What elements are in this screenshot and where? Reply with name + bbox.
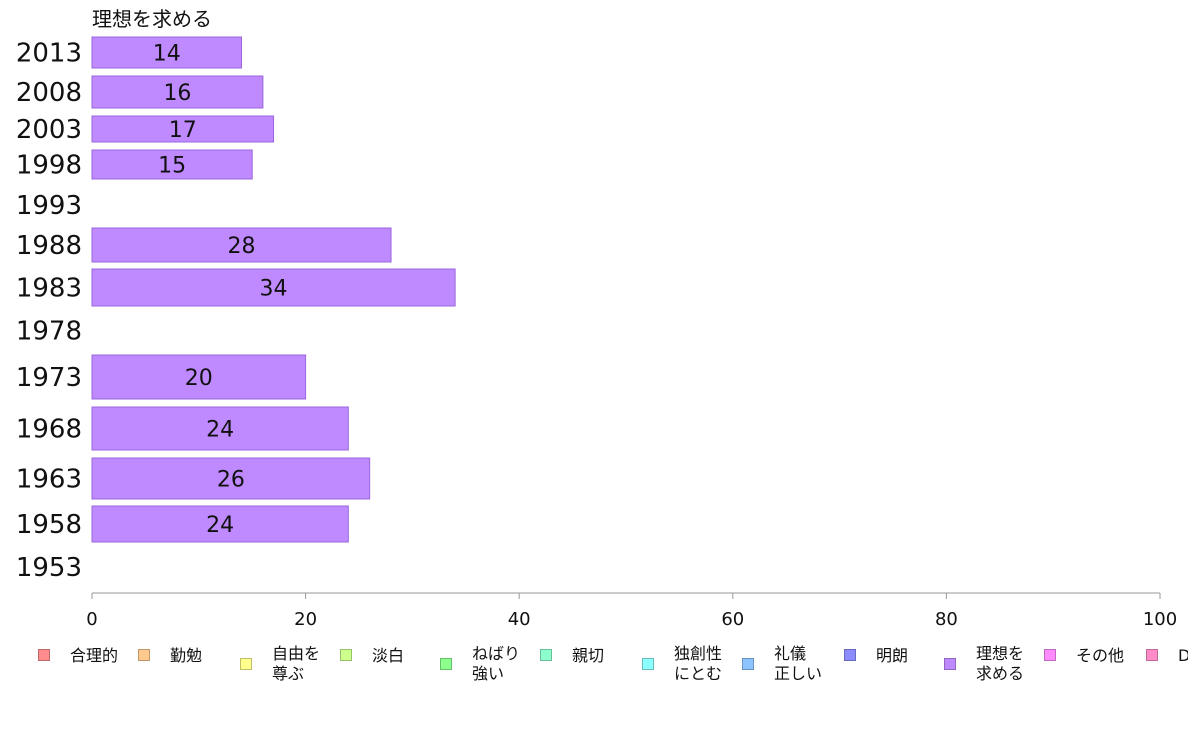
year-label: 2003	[16, 115, 82, 145]
legend-item: 合理的	[38, 644, 118, 666]
x-axis: 0 20 40 60 80 100	[86, 592, 1177, 630]
year-label: 1983	[16, 274, 82, 304]
bar-data-label: 16	[163, 81, 191, 106]
legend-label: 明朗	[876, 646, 909, 665]
bar-data-label: 24	[206, 418, 234, 443]
bar-data-label: 14	[153, 42, 181, 67]
legend-swatch	[440, 658, 452, 670]
legend-item: その他	[1044, 644, 1124, 666]
legend-swatch	[742, 658, 754, 670]
bar	[91, 354, 307, 400]
year-label: 1998	[16, 151, 82, 181]
legend-swatch	[138, 649, 150, 661]
bar	[91, 406, 349, 451]
legend-swatch	[1044, 649, 1056, 661]
legend-swatch	[944, 658, 956, 670]
legend-item: 自由を 尊ぶ	[240, 644, 320, 684]
legend-item: 淡白	[340, 644, 404, 666]
legend-label: 理想を 求める	[976, 644, 1025, 683]
legend-swatch	[38, 649, 50, 661]
year-label: 1973	[16, 363, 82, 393]
legend-label: D	[1178, 646, 1188, 665]
x-tick-label: 60	[721, 609, 744, 630]
legend-swatch	[340, 649, 352, 661]
bar-data-label: 26	[217, 468, 245, 493]
bar	[91, 115, 275, 143]
bar-data-label: 34	[260, 277, 288, 302]
legend-item: 勤勉	[138, 644, 202, 666]
bar-data-label: 20	[185, 366, 213, 391]
legend-label: 独創性 にとむ	[674, 644, 723, 683]
legend-label: ねばり 強い	[472, 644, 521, 683]
legend-item: ねばり 強い	[440, 644, 520, 684]
legend: 合理的 勤勉 自由を 尊ぶ 淡白 ねばり 強い 親切 独創性 にとむ 礼儀 正しい 明朗 理想を …	[38, 644, 1188, 694]
year-label: 1988	[16, 231, 82, 261]
year-label: 2013	[16, 39, 82, 69]
legend-label: 自由を 尊ぶ	[272, 644, 321, 683]
bar	[91, 505, 349, 543]
bar-data-label: 17	[169, 118, 197, 143]
year-labels: 2013 2008 2003 1998 1993 1988 1983 1978 1973 1968…	[16, 39, 82, 584]
legend-item: 礼儀 正しい	[742, 644, 822, 684]
chart-title: 理想を求める	[92, 7, 212, 31]
legend-label: その他	[1076, 646, 1125, 665]
bar-data-label: 28	[228, 234, 256, 259]
legend-item: 親切	[540, 644, 604, 666]
x-tick-label: 0	[86, 609, 97, 630]
bar	[91, 149, 253, 180]
year-label: 1978	[16, 317, 82, 347]
year-label: 1993	[16, 191, 82, 221]
legend-swatch	[642, 658, 654, 670]
legend-item: D	[1146, 644, 1188, 666]
legend-label: 淡白	[372, 646, 405, 665]
legend-swatch	[844, 649, 856, 661]
legend-swatch	[240, 658, 252, 670]
legend-label: 礼儀 正しい	[774, 644, 823, 683]
legend-item: 理想を 求める	[944, 644, 1024, 684]
year-label: 1958	[16, 510, 82, 540]
bar	[91, 36, 243, 69]
x-tick-label: 80	[935, 609, 958, 630]
x-tick-label: 20	[294, 609, 317, 630]
bar-data-label: 24	[206, 513, 234, 538]
year-label: 1968	[16, 415, 82, 445]
bar	[91, 268, 456, 307]
x-tick-label: 100	[1143, 609, 1177, 630]
legend-swatch	[540, 649, 552, 661]
legend-label: 合理的	[70, 646, 119, 665]
legend-item: 独創性 にとむ	[642, 644, 722, 684]
legend-item: 明朗	[844, 644, 908, 666]
legend-label: 親切	[572, 646, 605, 665]
bar	[91, 457, 371, 500]
x-tick-label: 40	[508, 609, 531, 630]
bar	[91, 227, 392, 263]
legend-label: 勤勉	[170, 646, 203, 665]
bar	[91, 75, 264, 109]
year-label: 2008	[16, 78, 82, 108]
year-label: 1963	[16, 465, 82, 495]
year-label: 1953	[16, 553, 82, 583]
legend-swatch	[1146, 649, 1158, 661]
bar-data-label: 15	[158, 154, 186, 179]
